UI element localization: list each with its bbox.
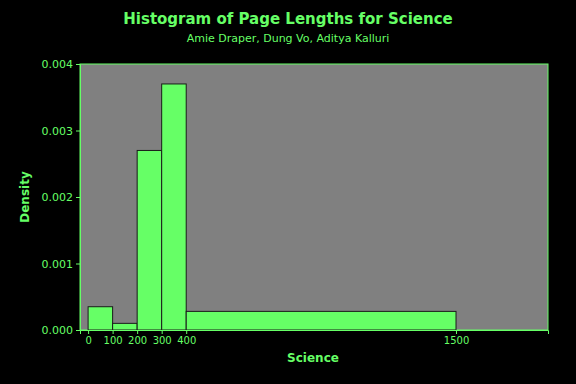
x-tick-mark <box>113 330 114 334</box>
histogram-bar <box>162 84 187 330</box>
x-tick-mark <box>88 330 89 334</box>
y-axis: 0.000 0.001 0.002 0.003 0.004 <box>42 58 81 337</box>
x-tick-label: 1500 <box>444 335 469 346</box>
x-tick-mark <box>456 330 457 334</box>
histogram-bar <box>113 323 138 330</box>
x-axis-line <box>81 331 549 335</box>
x-tick-label: 100 <box>104 335 123 346</box>
subtitle: Amie Draper, Dung Vo, Aditya Kalluri <box>187 32 390 45</box>
y-tick: 0.004 <box>42 58 81 71</box>
histogram-bar <box>186 311 456 330</box>
x-tick: 300 <box>153 330 172 346</box>
x-tick: 1500 <box>444 330 469 346</box>
x-tick-mark <box>162 330 163 334</box>
y-tick: 0.001 <box>42 258 81 271</box>
x-tick-mark <box>186 330 187 334</box>
x-tick: 0 <box>85 330 91 346</box>
y-tick-mark <box>76 264 80 265</box>
chart: 010020030040015000.0000.0010.0020.0030.0… <box>0 0 576 384</box>
x-tick-label: 300 <box>153 335 172 346</box>
y-tick: 0.000 <box>42 324 81 337</box>
y-tick-mark <box>76 197 80 198</box>
y-tick-mark <box>76 64 80 65</box>
histogram-bar <box>137 150 162 330</box>
y-axis-line <box>76 65 81 331</box>
background <box>0 0 576 384</box>
x-tick-label: 400 <box>177 335 196 346</box>
x-tick: 100 <box>104 330 123 346</box>
y-tick-label: 0.002 <box>42 191 74 204</box>
histogram-bar <box>88 307 113 330</box>
x-axis-title: Science <box>287 351 339 365</box>
title: Histogram of Page Lengths for Science <box>123 10 452 28</box>
y-tick-mark <box>76 131 80 132</box>
x-tick-mark <box>137 330 138 334</box>
x-tick-label: 200 <box>128 335 147 346</box>
y-tick-mark <box>76 330 80 331</box>
x-tick-label: 0 <box>85 335 91 346</box>
y-tick: 0.002 <box>42 191 81 204</box>
y-tick: 0.003 <box>42 125 81 138</box>
x-tick: 400 <box>177 330 196 346</box>
y-tick-label: 0.003 <box>42 125 74 138</box>
bars <box>88 84 456 330</box>
y-axis-title: Density <box>18 171 32 223</box>
x-tick: 200 <box>128 330 147 346</box>
y-tick-label: 0.001 <box>42 258 74 271</box>
y-tick-label: 0.004 <box>42 58 74 71</box>
y-tick-label: 0.000 <box>42 324 74 337</box>
plot-area <box>80 64 548 330</box>
x-axis: 0 100 200 300 400 1500 <box>81 330 549 346</box>
